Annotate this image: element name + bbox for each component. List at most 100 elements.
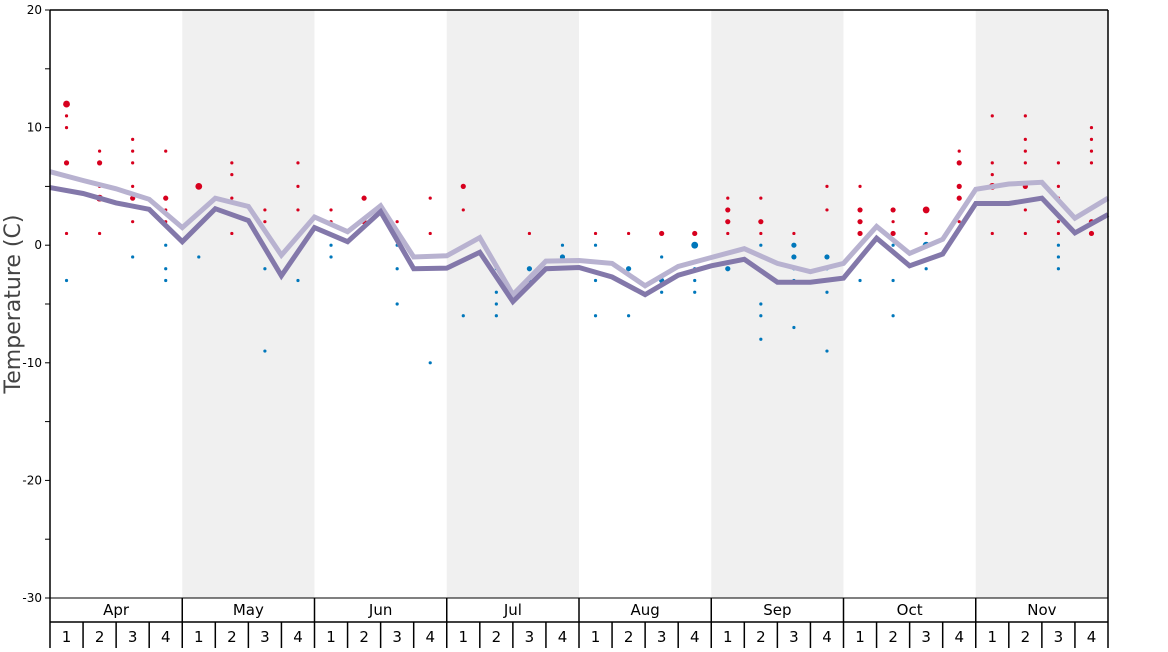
data-dot [693, 290, 697, 294]
data-dot [1089, 137, 1094, 141]
data-dot [64, 114, 69, 118]
month-label: Jul [503, 601, 522, 619]
data-dot [1056, 220, 1061, 224]
week-label: 1 [326, 628, 336, 646]
y-tick-label: 10 [27, 121, 42, 135]
data-dot [957, 149, 961, 153]
data-dot [296, 278, 300, 283]
y-tick-label: 20 [27, 3, 42, 17]
data-dot [924, 231, 928, 236]
week-label: 2 [95, 628, 105, 646]
data-dot [97, 231, 102, 236]
data-dot [395, 302, 399, 306]
week-label: 4 [293, 628, 303, 646]
week-label: 2 [624, 628, 634, 646]
data-dot [361, 195, 367, 201]
week-label: 2 [359, 628, 369, 646]
week-label: 4 [690, 628, 700, 646]
data-dot [692, 230, 698, 237]
data-dot [857, 219, 863, 225]
data-dot [164, 243, 168, 247]
month-band-may [182, 10, 315, 598]
data-dot [63, 100, 70, 108]
y-tick-label: -20 [22, 473, 42, 487]
data-dot [494, 302, 498, 306]
data-dot [759, 243, 763, 247]
data-dot [626, 231, 631, 236]
data-dot [791, 242, 797, 248]
data-dot [725, 219, 731, 225]
data-dot [626, 314, 631, 318]
data-dot [660, 255, 664, 259]
data-dot [131, 255, 135, 259]
data-dot [1023, 114, 1027, 118]
week-label: 1 [988, 628, 998, 646]
data-dot [96, 160, 103, 166]
week-label: 1 [591, 628, 601, 646]
data-dot [64, 231, 69, 236]
data-dot [527, 231, 532, 236]
data-dot [195, 183, 203, 190]
data-dot [395, 220, 399, 224]
data-dot [560, 243, 565, 247]
week-label: 4 [1087, 628, 1097, 646]
data-dot [825, 208, 829, 212]
data-dot [296, 208, 300, 212]
data-dot [691, 241, 699, 249]
data-dot [329, 243, 333, 247]
data-dot [230, 231, 234, 236]
data-dot [461, 314, 465, 318]
data-dot [1023, 149, 1027, 153]
data-dot [857, 207, 863, 213]
month-label: May [233, 601, 264, 619]
data-dot [625, 266, 632, 272]
week-label: 3 [921, 628, 931, 646]
data-dot [559, 254, 566, 260]
data-dot [1056, 184, 1061, 188]
data-dot [131, 184, 135, 188]
data-dot [593, 243, 598, 247]
data-dot [163, 195, 169, 201]
data-dot [263, 220, 267, 224]
month-label: Jun [368, 601, 392, 619]
data-dot [263, 349, 267, 353]
data-dot [891, 220, 895, 224]
data-dot [593, 231, 598, 236]
data-dot [1056, 231, 1061, 236]
data-dot [956, 183, 962, 189]
data-dot [858, 184, 862, 188]
data-dot [64, 126, 69, 130]
data-dot [329, 255, 333, 259]
data-dot [825, 349, 829, 353]
week-label: 2 [492, 628, 502, 646]
data-dot [296, 161, 300, 165]
week-label: 4 [954, 628, 964, 646]
data-dot [494, 290, 498, 294]
week-label: 2 [1021, 628, 1031, 646]
data-dot [131, 220, 135, 224]
data-dot [1023, 231, 1027, 236]
data-dot [1023, 161, 1027, 165]
week-label: 3 [128, 628, 138, 646]
data-dot [725, 207, 731, 213]
data-dot [131, 149, 135, 153]
week-label: 3 [525, 628, 535, 646]
data-dot [857, 230, 863, 237]
data-dot [263, 267, 267, 271]
data-dot [759, 196, 763, 200]
week-label: 3 [260, 628, 270, 646]
data-dot [659, 230, 665, 237]
data-dot [891, 243, 895, 247]
month-shading [182, 10, 1108, 598]
data-dot [164, 267, 168, 271]
data-dot [725, 266, 731, 272]
data-dot [230, 173, 234, 177]
data-dot [1089, 161, 1094, 165]
month-label: Oct [897, 601, 923, 619]
data-dot [1023, 137, 1027, 141]
data-dot [1023, 208, 1027, 212]
data-dot [263, 208, 267, 212]
data-dot [131, 137, 135, 141]
week-label: 1 [723, 628, 733, 646]
